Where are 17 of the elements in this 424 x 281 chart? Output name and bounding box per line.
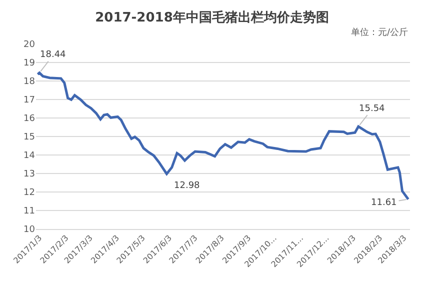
y-tick-label: 13 [24,170,35,180]
text: 单位：元/公斤 [351,27,408,38]
annotation: 11.61 [371,198,397,208]
y-tick-label: 20 [24,40,36,50]
y-tick-label: 10 [24,225,36,236]
y-tick-label: 15 [24,132,35,143]
chart-title: 2017-2018年中国毛猪出栏均价走势图 [95,10,329,26]
y-tick-label: 12 [24,188,35,198]
annotation: 15.54 [359,104,386,114]
annotation: 12.98 [174,181,200,191]
y-tick-label: 19 [24,58,36,69]
y-tick-label: 16 [24,114,36,124]
y-tick-label: 18 [24,77,36,88]
y-tick-label: 17 [24,96,35,106]
annotation: 18.44 [40,50,66,60]
y-tick-label: 11 [24,206,35,217]
y-tick-label: 14 [24,151,36,162]
